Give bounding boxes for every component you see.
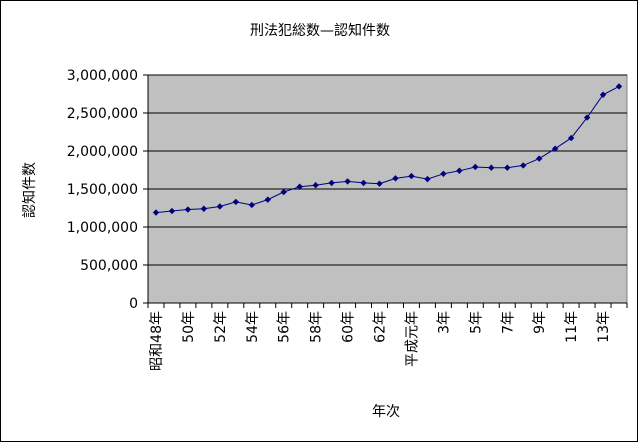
data-point-marker <box>184 206 192 213</box>
gridlines <box>148 74 627 266</box>
data-point-marker <box>535 155 543 162</box>
data-point-marker <box>360 179 367 187</box>
data-point-marker <box>424 175 431 183</box>
x-tick-label: 60年 <box>341 311 357 343</box>
data-point-marker <box>599 91 607 98</box>
x-tick-label: 5年 <box>468 311 484 334</box>
data-point-marker <box>472 163 479 171</box>
data-point-marker <box>168 207 176 215</box>
data-point-marker <box>376 180 383 187</box>
x-axis-label: 年次 <box>372 404 400 420</box>
y-axis-label: 認知件数 <box>21 162 38 218</box>
y-tick-label: 2,000,000 <box>67 144 138 160</box>
x-tick-label: 58年 <box>309 311 325 343</box>
x-tick-labels: 昭和48年 50年 52年 54年 56年 58年 60年 62年 平成元年 3年 5年 7年 9年 11… <box>149 311 612 371</box>
x-tick-label: 50年 <box>181 311 197 343</box>
data-point-marker <box>152 209 160 216</box>
x-tick-label: 9年 <box>532 311 548 334</box>
data-point-marker <box>567 134 575 142</box>
y-tick-label: 0 <box>129 296 138 312</box>
data-series <box>152 83 623 216</box>
data-point-marker <box>280 188 287 196</box>
y-tick-label: 3,000,000 <box>67 68 138 84</box>
x-tick-label: 3年 <box>436 311 452 334</box>
data-point-marker <box>200 205 208 212</box>
y-tick-label: 500,000 <box>80 258 138 274</box>
data-point-marker <box>440 170 447 177</box>
chart-title: 刑法犯総数—認知件数 <box>250 22 390 39</box>
axes <box>143 74 628 308</box>
data-point-marker <box>312 182 319 189</box>
data-point-marker <box>392 175 399 182</box>
y-tick-label: 1,500,000 <box>67 182 138 198</box>
data-point-marker <box>488 164 495 171</box>
data-point-marker <box>296 183 303 190</box>
data-point-marker <box>520 162 527 169</box>
data-point-marker <box>504 164 511 171</box>
data-point-marker <box>408 172 415 180</box>
x-tick-label: 62年 <box>373 311 389 343</box>
y-tick-labels: 0 500,000 1,000,000 1,500,000 2,000,000 2,500… <box>67 68 138 312</box>
x-tick-label: 平成元年 <box>404 311 420 367</box>
data-point-marker <box>232 198 240 206</box>
data-point-marker <box>248 201 255 209</box>
x-tick-label: 7年 <box>500 311 516 334</box>
x-tick-label: 13年 <box>596 311 612 343</box>
x-tick-label: 52年 <box>213 311 229 343</box>
data-point-marker <box>344 178 351 185</box>
data-point-marker <box>264 196 271 203</box>
x-tick-label: 昭和48年 <box>149 311 165 371</box>
data-point-marker <box>551 145 559 152</box>
x-tick-label: 56年 <box>277 311 293 343</box>
y-tick-label: 2,500,000 <box>67 106 138 122</box>
x-tick-label: 11年 <box>564 311 580 343</box>
data-point-marker <box>583 114 591 121</box>
data-point-marker <box>216 203 224 210</box>
data-point-marker <box>615 83 623 90</box>
data-point-marker <box>328 179 335 187</box>
x-tick-label: 54年 <box>245 311 261 343</box>
series-line <box>155 85 620 214</box>
y-tick-label: 1,000,000 <box>67 220 138 236</box>
data-point-marker <box>456 167 463 174</box>
